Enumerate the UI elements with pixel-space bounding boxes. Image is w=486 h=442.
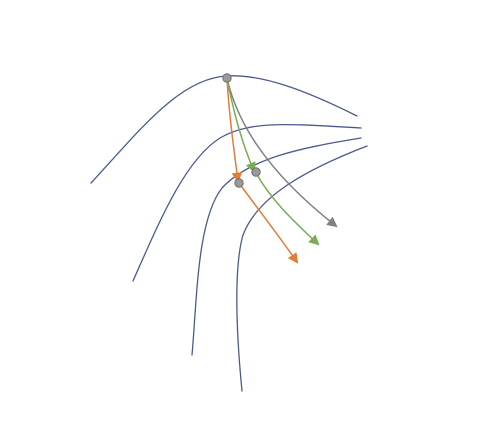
green-path (226, 77, 256, 173)
path-points (222, 73, 261, 188)
gray-path (226, 77, 338, 228)
descent-paths (226, 77, 338, 264)
level-curves (90, 75, 368, 392)
start-point (222, 73, 232, 83)
orange-path (226, 77, 243, 184)
green-midpoint (251, 167, 261, 177)
level-curve-4 (236, 145, 368, 392)
orange-midpoint (234, 178, 244, 188)
level-curve-2 (132, 123, 362, 282)
level-curve-1 (90, 75, 358, 184)
level-curve-3 (191, 137, 362, 356)
green-path-continued (255, 172, 320, 246)
orange-path-continued (238, 182, 299, 264)
